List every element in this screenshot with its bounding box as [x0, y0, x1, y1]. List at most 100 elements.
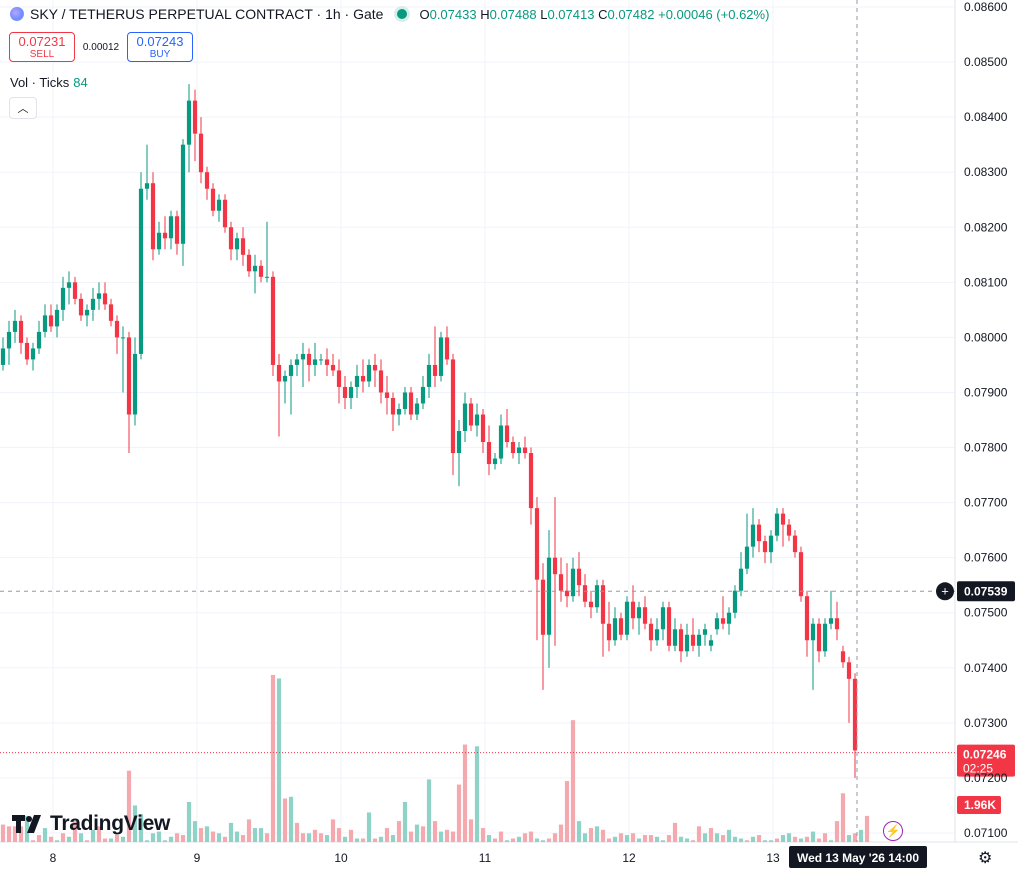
- volume-bar: [180, 835, 186, 842]
- candle-body: [378, 370, 384, 393]
- time-tick-label: 12: [622, 851, 636, 865]
- candle-body: [54, 309, 60, 327]
- volume-bar: [96, 826, 102, 842]
- candle-body: [78, 298, 84, 316]
- volume-bar: [750, 836, 756, 842]
- crosshair-price-badge: [957, 581, 1015, 602]
- tradingview-logo[interactable]: TradingView: [12, 812, 170, 836]
- candle-body: [60, 287, 66, 310]
- candle-body: [798, 552, 804, 597]
- volume-bar: [360, 838, 366, 842]
- candle-body: [384, 392, 390, 398]
- volume-bar: [480, 828, 486, 842]
- volume-bar: [72, 821, 78, 842]
- brand-name: TradingView: [50, 812, 171, 835]
- volume-bar: [666, 835, 672, 842]
- price-tick-label: 0.07200: [964, 771, 1008, 785]
- volume-bar: [90, 829, 96, 842]
- volume-bar: [756, 835, 762, 842]
- volume-bar: [150, 833, 156, 842]
- candle-body: [606, 623, 612, 641]
- volume-bar: [816, 838, 822, 842]
- volume-bar: [306, 833, 312, 842]
- volume-bar: [432, 821, 438, 842]
- volume-bar: [858, 829, 864, 842]
- volume-indicator-legend[interactable]: Vol · Ticks 84: [10, 75, 88, 90]
- candle-body: [816, 623, 822, 652]
- volume-bar: [354, 838, 360, 842]
- candle-body: [204, 172, 210, 189]
- symbol-title[interactable]: SKY / TETHERUS PERPETUAL CONTRACT · 1h ·…: [30, 6, 384, 22]
- volume-bar: [702, 833, 708, 842]
- volume-bar: [462, 744, 468, 842]
- volume-bar: [258, 828, 264, 842]
- lightning-icon: ⚡: [885, 824, 901, 838]
- volume-bar: [786, 833, 792, 842]
- alert-bolt-button[interactable]: ⚡: [883, 821, 903, 841]
- candle-body: [624, 601, 630, 635]
- symbol-header[interactable]: SKY / TETHERUS PERPETUAL CONTRACT · 1h ·…: [10, 6, 769, 22]
- candle-body: [102, 293, 108, 305]
- time-axis: 8 9 10 11 12 13: [50, 851, 780, 865]
- time-tick-label: 13: [766, 851, 780, 865]
- candle-body: [738, 568, 744, 591]
- candle-body: [372, 364, 378, 371]
- candle-body: [468, 403, 474, 426]
- candle-body: [234, 238, 240, 250]
- price-tick-label: 0.07100: [964, 826, 1008, 840]
- volume-bar: [762, 840, 768, 842]
- candle-body: [666, 607, 672, 646]
- ohlc-readout: O0.07433 H0.07488 L0.07413 C0.07482 +0.0…: [419, 7, 769, 22]
- volume-bar: [720, 835, 726, 842]
- volume-bar: [798, 838, 804, 842]
- volume-bar: [120, 836, 126, 842]
- volume-bar: [24, 815, 30, 842]
- candle-body: [768, 535, 774, 553]
- volume-bar: [510, 838, 516, 842]
- crosshair-time-badge: [789, 846, 927, 868]
- buy-label: BUY: [149, 48, 171, 60]
- price-tick-label: 0.07300: [964, 716, 1008, 730]
- candle-body: [492, 458, 498, 465]
- volume-bar: [276, 678, 282, 842]
- sell-button[interactable]: 0.07231 SELL: [9, 32, 75, 62]
- candle-body: [834, 618, 840, 630]
- time-tick-label: 9: [194, 851, 201, 865]
- buy-button[interactable]: 0.07243 BUY: [127, 32, 193, 62]
- volume-bar: [204, 826, 210, 842]
- candle-body: [564, 590, 570, 597]
- collapse-legend-button[interactable]: ︿: [9, 97, 37, 119]
- candle-body: [156, 232, 162, 250]
- crosshair-plus-glyph: +: [941, 583, 949, 598]
- sky-coin-icon: [10, 7, 24, 21]
- candle-body: [438, 337, 444, 376]
- candle-body: [588, 601, 594, 608]
- candle-body: [348, 386, 354, 398]
- volume-bar: [294, 822, 300, 842]
- candle-body: [192, 100, 198, 134]
- candle-body: [24, 342, 30, 360]
- candle-body: [0, 348, 6, 365]
- volume-bar: [444, 829, 450, 842]
- volume-bar: [408, 831, 414, 842]
- price-tick-label: 0.08100: [964, 275, 1008, 289]
- candle-body: [678, 629, 684, 652]
- chart-settings-button[interactable]: ⚙: [978, 848, 992, 868]
- volume-bar: [198, 828, 204, 842]
- price-tick-label: 0.08300: [964, 165, 1008, 179]
- volume-bar: [600, 829, 606, 842]
- volume-bar: [732, 836, 738, 842]
- sell-price: 0.07231: [18, 33, 66, 49]
- volume-bar: [588, 828, 594, 842]
- volume-bar: [558, 824, 564, 842]
- candle-body: [174, 216, 180, 244]
- volume-bar: [624, 835, 630, 842]
- volume-bar: [582, 833, 588, 842]
- change-value: +0.00046 (+0.62%): [658, 6, 770, 22]
- candle-body: [114, 320, 120, 338]
- volume-bar: [372, 838, 378, 842]
- candle-body: [162, 232, 168, 239]
- volume-bar: [642, 835, 648, 842]
- price-axis: 0.08600 0.08500 0.08400 0.08300 0.08200 0.081…: [964, 0, 1008, 840]
